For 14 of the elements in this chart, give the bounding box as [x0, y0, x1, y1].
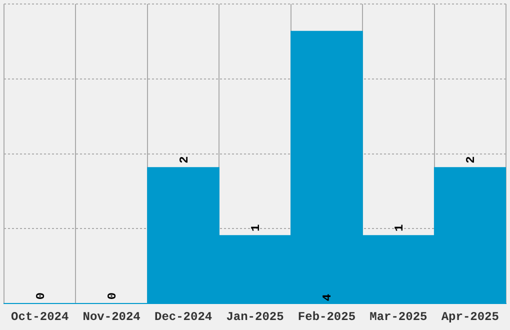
x-tick-label: Apr-2025	[441, 310, 499, 324]
data-label: 0	[106, 292, 120, 300]
data-label: 2	[177, 156, 192, 164]
x-tick-label: Dec-2024	[154, 310, 212, 324]
x-tick-label: Feb-2025	[298, 310, 356, 324]
data-label: 4	[320, 294, 335, 302]
data-label: 1	[249, 224, 263, 232]
x-tick-label: Nov-2024	[82, 310, 140, 324]
data-label: 0	[34, 292, 48, 300]
x-tick-label: Jan-2025	[226, 310, 284, 324]
data-label: 2	[464, 156, 478, 164]
x-tick-label: Oct-2024	[11, 310, 69, 324]
data-label: 1	[392, 224, 406, 232]
x-tick-label: Mar-2025	[370, 310, 428, 324]
